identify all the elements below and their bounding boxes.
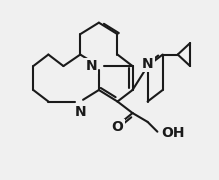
- Text: N: N: [74, 105, 86, 119]
- Text: O: O: [111, 120, 124, 134]
- Text: N: N: [142, 57, 154, 71]
- Text: N: N: [85, 59, 97, 73]
- Text: OH: OH: [161, 126, 184, 140]
